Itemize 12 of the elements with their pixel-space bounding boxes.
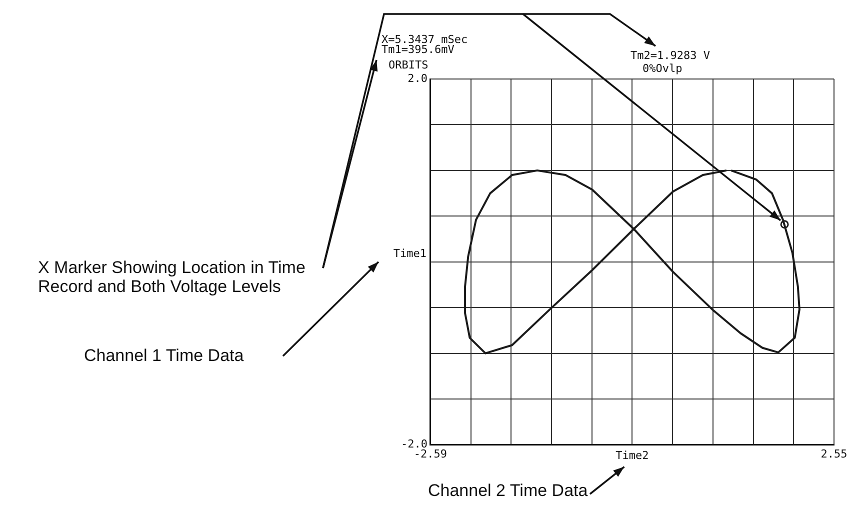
text: Channel 2 Time Data bbox=[428, 481, 588, 500]
x-tick-label: 2.55 bbox=[820, 447, 848, 460]
text: X Marker Showing Location in Time Record and Both Voltage Levels bbox=[38, 258, 306, 296]
text: X=5.3437 mSec bbox=[381, 33, 468, 46]
text: Tm2=1.9283 V bbox=[630, 49, 710, 62]
chart-title: ORBITS bbox=[388, 58, 428, 72]
text: Tm1=395.6mV bbox=[381, 43, 454, 56]
y-tick-label: 2.0 bbox=[408, 72, 428, 85]
text: Channel 1 Time Data bbox=[84, 346, 244, 365]
x-axis-title: Time2 bbox=[616, 449, 649, 462]
text: 0%Ovlp bbox=[642, 62, 682, 75]
y-axis-title: Time1 bbox=[393, 246, 426, 260]
